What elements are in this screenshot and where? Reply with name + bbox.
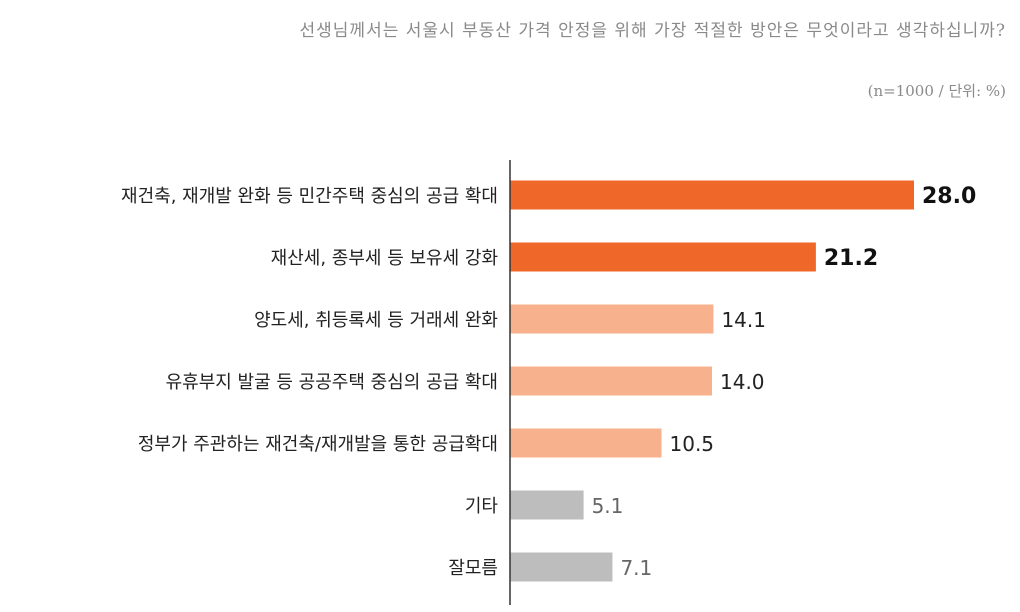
- value-label: 10.5: [670, 432, 715, 456]
- survey-question: 선생님께서는 서울시 부동산 가격 안정을 위해 가장 적절한 방안은 무엇이라…: [299, 21, 1006, 41]
- category-label: 기타: [465, 496, 499, 517]
- bar: [510, 428, 662, 458]
- value-label: 7.1: [620, 556, 652, 580]
- category-label: 잘모름: [448, 558, 498, 579]
- category-label: 유휴부지 발굴 등 공공주택 중심의 공급 확대: [166, 372, 498, 393]
- value-label: 5.1: [592, 494, 624, 518]
- bars-layer: 재건축, 재개발 완화 등 민간주택 중심의 공급 확대 28.0 재산세, 종부세…: [121, 180, 976, 582]
- bar-row: 정부가 주관하는 재건축/재개발을 통한 공급확대 10.5: [138, 428, 715, 458]
- category-label: 재산세, 종부세 등 보유세 강화: [271, 248, 498, 269]
- bar: [510, 242, 816, 272]
- value-label: 28.0: [922, 184, 976, 209]
- bar-row: 잘모름 7.1: [448, 552, 652, 582]
- value-label: 14.0: [720, 370, 765, 394]
- category-label: 정부가 주관하는 재건축/재개발을 통한 공급확대: [138, 434, 498, 455]
- bar-row: 기타 5.1: [465, 490, 624, 520]
- bar: [510, 490, 584, 520]
- bar: [510, 366, 712, 396]
- value-label: 21.2: [824, 246, 878, 271]
- sample-size-note: (n=1000 / 단위: %): [867, 82, 1006, 100]
- bar: [510, 552, 613, 582]
- category-label: 재건축, 재개발 완화 등 민간주택 중심의 공급 확대: [121, 186, 498, 207]
- bar-row: 재산세, 종부세 등 보유세 강화 21.2: [271, 242, 878, 272]
- value-label: 14.1: [721, 308, 766, 332]
- bar-row: 유휴부지 발굴 등 공공주택 중심의 공급 확대 14.0: [166, 366, 765, 396]
- bar-row: 양도세, 취등록세 등 거래세 완화 14.1: [254, 304, 766, 334]
- bar: [510, 180, 914, 210]
- category-label: 양도세, 취등록세 등 거래세 완화: [254, 310, 498, 331]
- bar: [510, 304, 714, 334]
- bar-row: 재건축, 재개발 완화 등 민간주택 중심의 공급 확대 28.0: [121, 180, 976, 210]
